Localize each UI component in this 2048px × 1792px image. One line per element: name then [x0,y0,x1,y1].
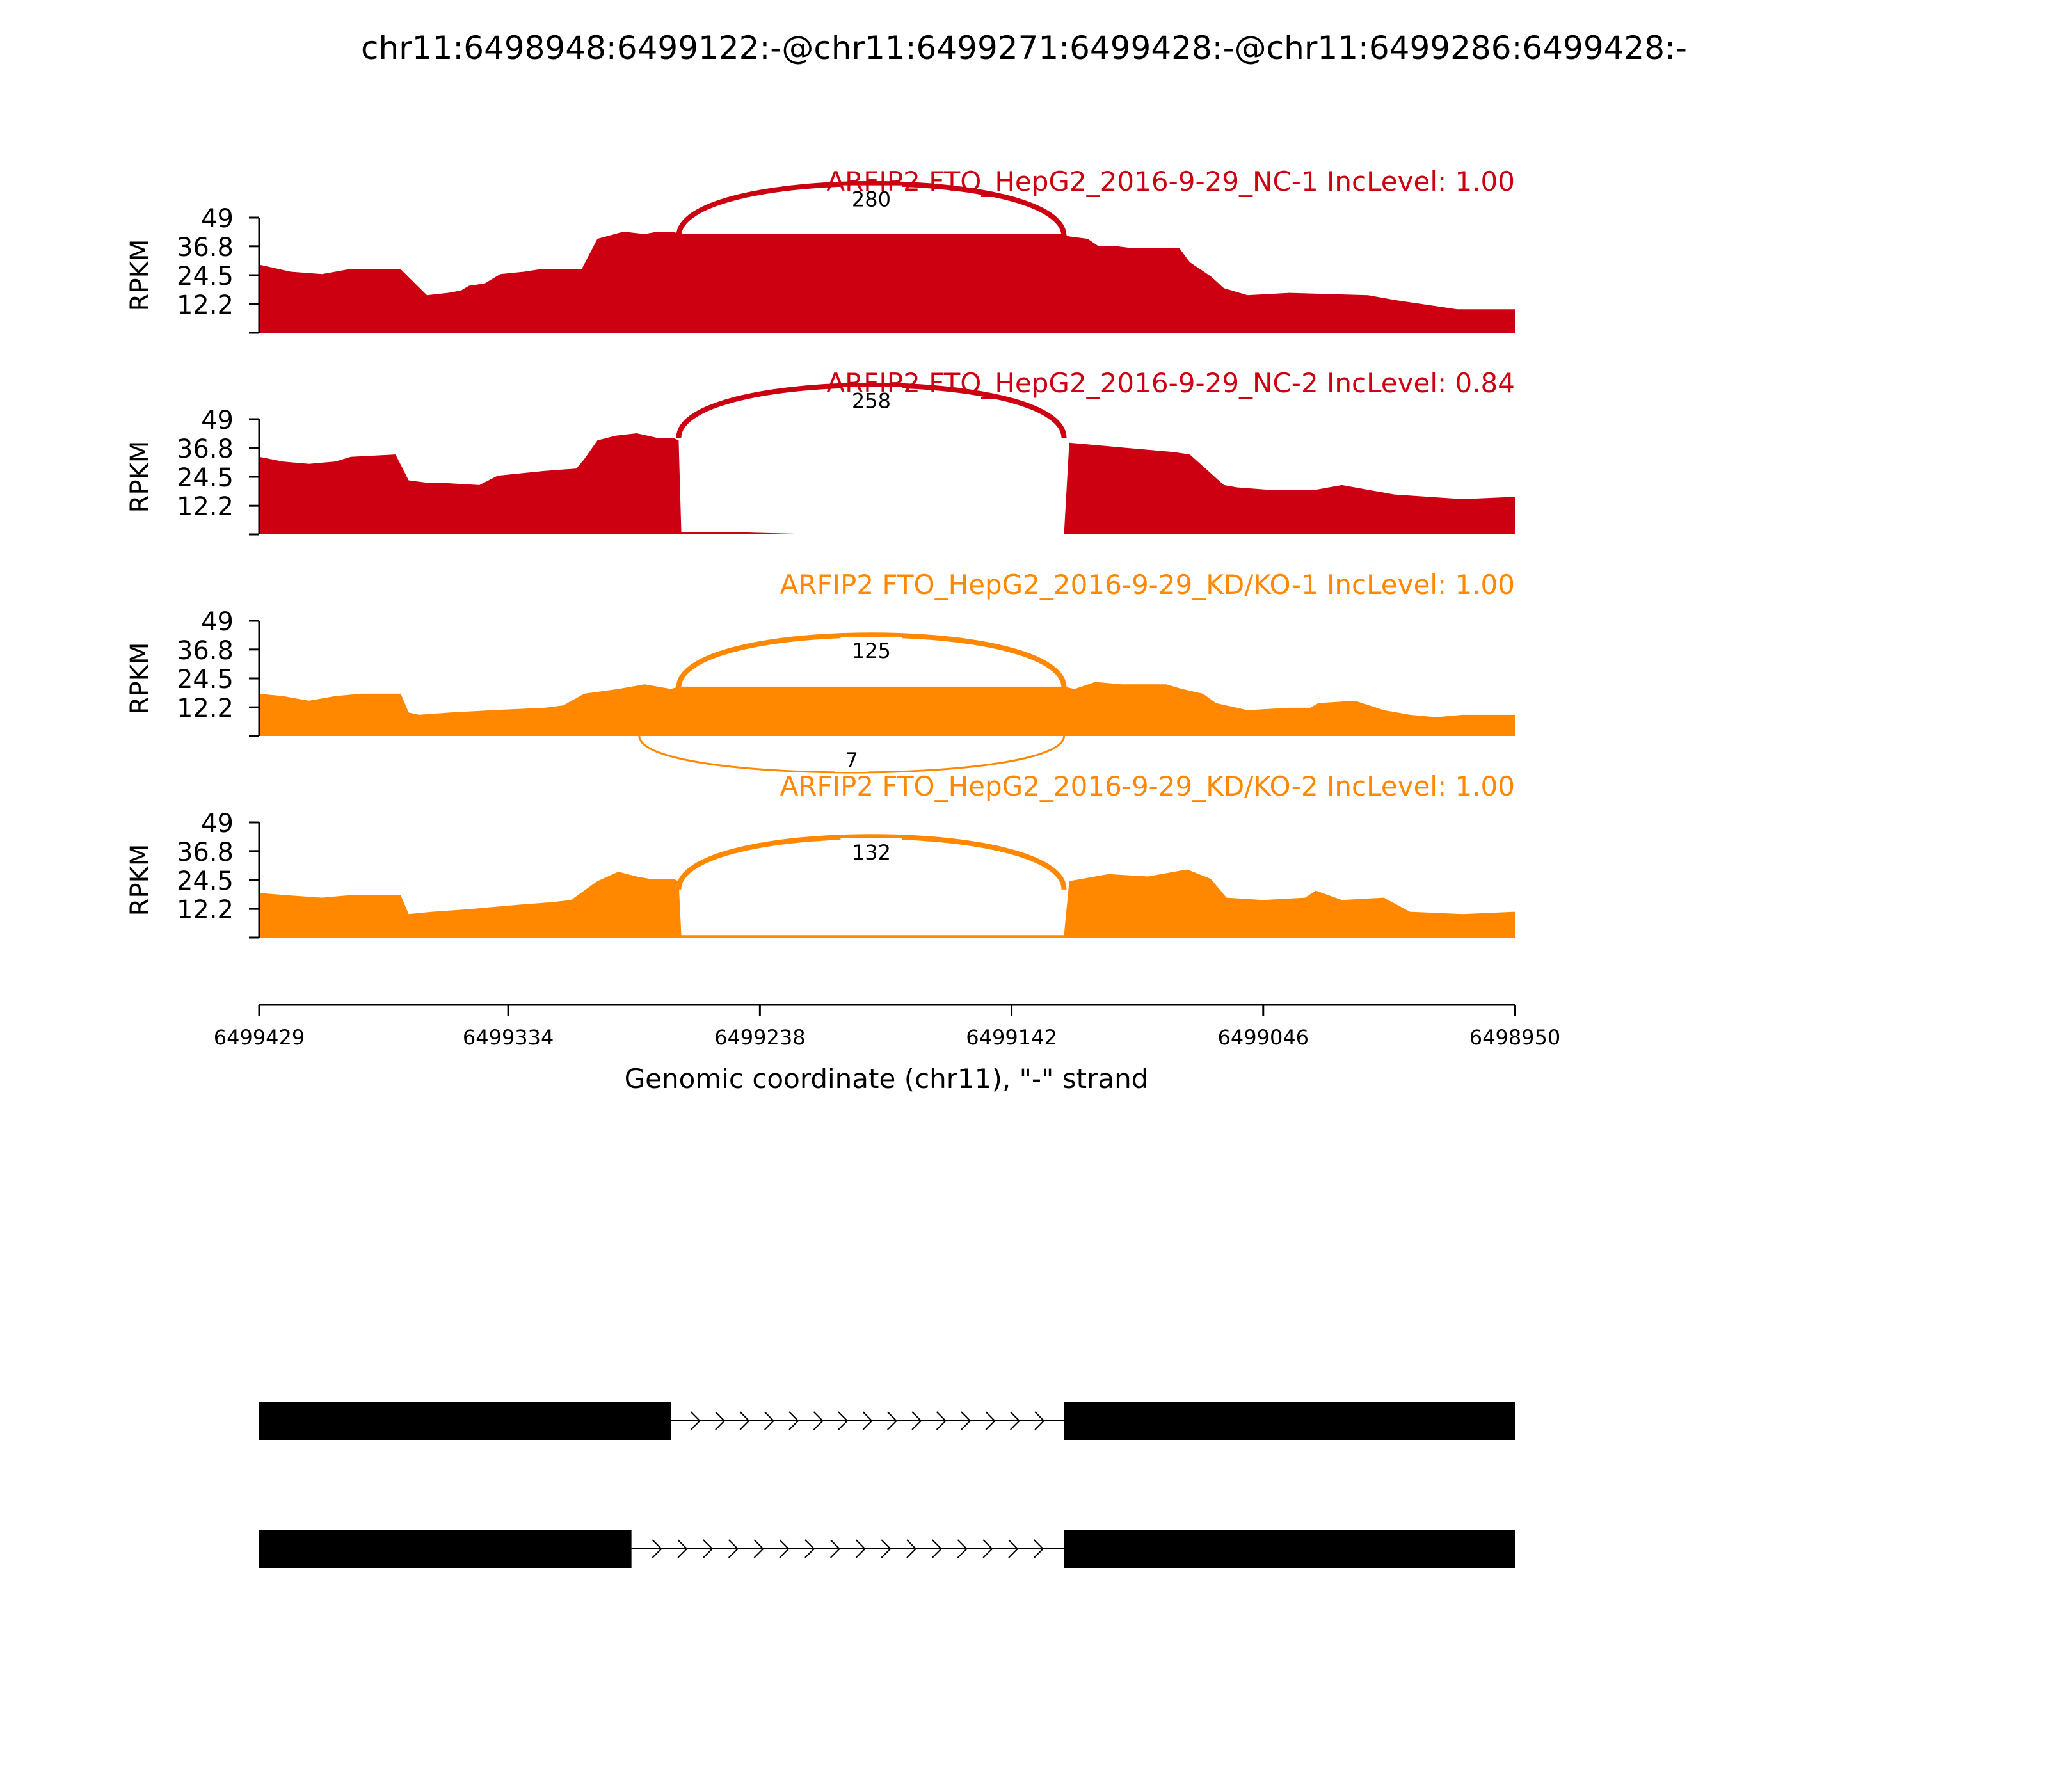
junction-label-bg [835,746,868,772]
track-label-2: ARFIP2 FTO_HepG2_2016-9-29_NC-2 IncLevel… [826,367,1515,399]
strand-chevron-icon [703,1539,714,1558]
y-tick-label-track-1: 12.2 [177,291,234,320]
coverage-area-track-2 [259,433,1515,534]
strand-chevron-icon [886,1411,898,1430]
junction-count-label: 7 [845,748,858,772]
chart-title: chr11:6498948:6499122:-@chr11:6499271:64… [361,29,1687,67]
y-tick-label-track-3: 36.8 [177,636,234,666]
strand-chevron-icon [931,1539,943,1558]
y-tick-label-track-4: 24.5 [177,867,234,896]
strand-chevron-icon [961,1411,972,1430]
strand-chevron-icon [1009,1411,1021,1430]
strand-chevron-icon [804,1539,815,1558]
strand-chevron-icon [677,1539,688,1558]
junction-arc-track-4 [676,834,1067,890]
exon-block [259,1402,671,1440]
track-label-4: ARFIP2 FTO_HepG2_2016-9-29_KD/KO-2 IncLe… [780,771,1515,802]
strand-chevron-icon [1034,1539,1044,1558]
y-tick-label-track-1: 49 [201,204,234,234]
junction-count-label: 258 [852,389,891,413]
junction-label-bg [840,387,902,413]
strand-chevron-icon [957,1539,968,1558]
track-label-1: ARFIP2 FTO_HepG2_2016-9-29_NC-1 IncLevel… [826,166,1515,197]
y-axis-label-track-1: RPKM [125,239,155,312]
strand-chevron-icon [881,1539,892,1558]
y-axis-label-track-4: RPKM [125,844,155,916]
junction-arc-track-1 [676,180,1067,237]
y-tick-label-track-2: 36.8 [177,435,234,464]
junction-label-bg [840,838,902,864]
strand-chevron-icon [652,1539,662,1558]
y-tick-label-track-3: 49 [201,607,234,637]
strand-chevron-icon [906,1539,917,1558]
strand-chevron-icon [715,1411,726,1430]
y-tick-label-track-4: 12.2 [177,895,234,925]
junction-count-label: 125 [852,639,891,663]
y-tick-label-track-2: 49 [201,406,234,435]
strand-chevron-icon [829,1539,841,1558]
y-tick-label-track-4: 36.8 [177,838,234,867]
y-tick-label-track-3: 24.5 [177,665,234,694]
y-tick-label-track-4: 49 [201,809,234,838]
strand-chevron-icon [985,1411,996,1430]
y-tick-label-track-1: 36.8 [177,233,234,262]
x-tick-label: 6498950 [1469,1025,1561,1050]
strand-chevron-icon [1034,1411,1045,1430]
x-tick-label: 6499046 [1218,1025,1309,1050]
junction-count-label: 280 [852,188,891,212]
coverage-area-track-1 [259,232,1515,333]
junction-count-label: 132 [852,840,891,865]
x-axis-label: Genomic coordinate (chr11), "-" strand [625,1063,1149,1094]
exon-block [1064,1402,1515,1440]
strand-chevron-icon [788,1411,799,1430]
track-label-3: ARFIP2 FTO_HepG2_2016-9-29_KD/KO-1 IncLe… [780,569,1515,600]
exon-block [259,1530,632,1568]
strand-chevron-icon [982,1539,993,1558]
junction-arc-track-2 [676,382,1067,438]
strand-chevron-icon [838,1411,849,1430]
x-tick-label: 6499238 [714,1025,806,1050]
strand-chevron-icon [862,1411,873,1430]
y-tick-label-track-2: 12.2 [177,492,234,522]
junction-label-bg [840,185,902,211]
coverage-area-track-3 [259,682,1515,736]
y-tick-label-track-3: 12.2 [177,694,234,723]
strand-chevron-icon [855,1539,866,1558]
x-tick-label: 6499142 [966,1025,1057,1050]
junction-arc-track-3 [638,735,1065,774]
x-tick-label: 6499429 [214,1025,305,1050]
y-tick-label-track-2: 24.5 [177,463,234,493]
strand-chevron-icon [936,1411,947,1430]
strand-chevron-icon [753,1539,764,1558]
y-axis-label-track-3: RPKM [125,643,155,715]
exon-block [1064,1530,1515,1568]
strand-chevron-icon [1008,1539,1019,1558]
x-tick-label: 6499334 [463,1025,554,1050]
y-axis-label-track-2: RPKM [125,441,155,513]
strand-chevron-icon [911,1411,922,1430]
y-tick-label-track-1: 24.5 [177,262,234,291]
junction-label-bg [840,636,902,662]
junction-arc-track-3 [676,632,1067,689]
strand-chevron-icon [690,1411,701,1430]
strand-chevron-icon [739,1411,750,1430]
strand-chevron-icon [813,1411,824,1430]
strand-chevron-icon [779,1539,790,1558]
strand-chevron-icon [764,1411,775,1430]
coverage-area-track-4 [259,869,1515,938]
strand-chevron-icon [728,1539,739,1558]
